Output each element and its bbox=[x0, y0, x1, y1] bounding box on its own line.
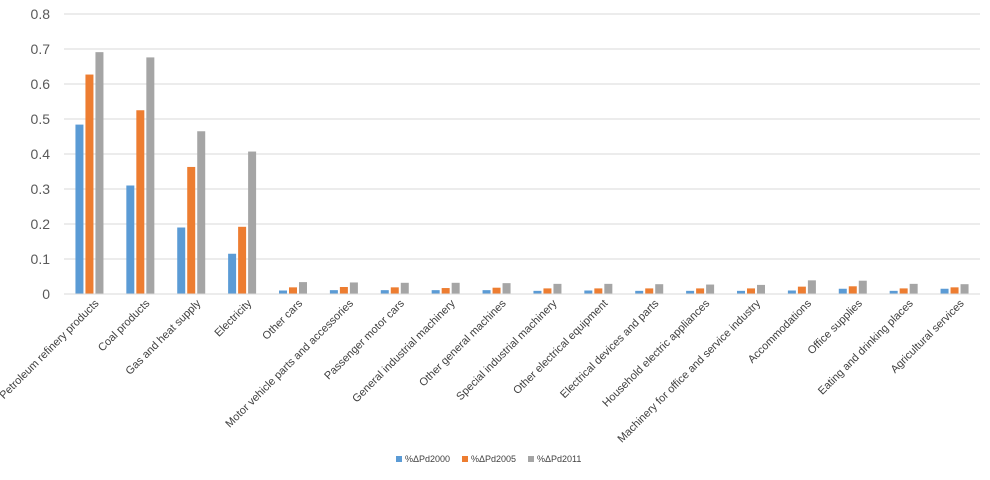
legend: %ΔPd2000 %ΔPd2005 %ΔPd2011 bbox=[396, 454, 581, 464]
bar-1-5 bbox=[279, 290, 287, 294]
bar-1-12 bbox=[635, 290, 644, 294]
bar-1-7 bbox=[380, 290, 389, 294]
x-category-label: Petroleum refinery products bbox=[0, 297, 102, 401]
y-tick-label: 0.3 bbox=[31, 181, 51, 197]
bar-2-4 bbox=[238, 226, 247, 294]
bar-3-7 bbox=[400, 282, 409, 294]
bar-2-15 bbox=[797, 286, 806, 294]
bar-1-13 bbox=[686, 290, 695, 294]
y-tick-label: 0.5 bbox=[31, 111, 51, 127]
bar-2-17 bbox=[899, 288, 908, 294]
y-tick-label: 0.7 bbox=[31, 41, 51, 57]
bar-2-11 bbox=[594, 288, 603, 294]
bar-1-15 bbox=[787, 290, 796, 294]
bars bbox=[75, 52, 969, 295]
bar-1-1 bbox=[75, 124, 84, 294]
bar-3-11 bbox=[604, 283, 613, 294]
bar-2-6 bbox=[339, 287, 348, 294]
legend-swatch bbox=[528, 456, 534, 462]
x-category-label: Special industrial machinery bbox=[454, 297, 560, 403]
legend-label: %ΔPd2000 bbox=[405, 454, 450, 464]
x-category-label: Electrical devices and parts bbox=[558, 297, 662, 401]
bar-3-13 bbox=[706, 284, 715, 294]
x-category-label: Electricity bbox=[212, 297, 254, 339]
bar-1-2 bbox=[126, 185, 135, 294]
bar-3-12 bbox=[655, 284, 664, 294]
y-tick-label: 0.1 bbox=[31, 251, 51, 267]
bar-1-17 bbox=[889, 290, 898, 294]
bar-1-10 bbox=[533, 290, 542, 294]
x-category-label: Coal products bbox=[96, 297, 153, 354]
bar-3-3 bbox=[197, 131, 206, 294]
bar-1-16 bbox=[838, 288, 847, 294]
bar-2-14 bbox=[747, 288, 755, 294]
bar-3-15 bbox=[807, 280, 816, 294]
bar-2-9 bbox=[492, 287, 501, 294]
bar-3-17 bbox=[909, 283, 918, 294]
x-category-label: Other electrical equipment bbox=[511, 298, 610, 397]
y-axis: 0 0.1 0.2 0.3 0.4 0.5 0.6 0.7 0.8 bbox=[31, 6, 51, 302]
bar-3-8 bbox=[451, 282, 460, 294]
y-tick-label: 0.6 bbox=[31, 76, 51, 92]
bar-1-9 bbox=[482, 290, 491, 294]
bar-3-9 bbox=[502, 283, 511, 294]
bar-3-6 bbox=[349, 282, 358, 294]
bar-2-7 bbox=[390, 287, 399, 294]
y-tick-label: 0.2 bbox=[31, 216, 51, 232]
bar-3-18 bbox=[960, 284, 969, 294]
bar-2-3 bbox=[187, 166, 196, 294]
bar-3-16 bbox=[858, 280, 867, 294]
bar-1-6 bbox=[329, 290, 338, 294]
x-category-label: General industrial machinery bbox=[350, 297, 458, 405]
x-category-label: Household electric appliances bbox=[600, 297, 712, 409]
bar-2-1 bbox=[85, 74, 94, 294]
legend-label: %ΔPd2005 bbox=[471, 454, 516, 464]
legend-swatch bbox=[462, 456, 468, 462]
legend-swatch bbox=[396, 456, 402, 462]
x-category-label: Eating and drinking places bbox=[816, 297, 916, 397]
bar-2-18 bbox=[950, 287, 959, 294]
bar-1-11 bbox=[584, 290, 593, 294]
bar-3-5 bbox=[299, 282, 307, 294]
bar-3-2 bbox=[146, 57, 155, 295]
y-tick-label: 0 bbox=[42, 286, 50, 302]
bar-1-4 bbox=[228, 253, 237, 294]
bar-1-8 bbox=[431, 290, 440, 294]
bar-1-18 bbox=[940, 288, 949, 294]
bar-1-14 bbox=[737, 290, 745, 294]
x-category-label: Other general machines bbox=[417, 297, 509, 389]
bar-3-14 bbox=[757, 284, 765, 294]
gridlines bbox=[64, 13, 980, 260]
bar-1-3 bbox=[177, 227, 186, 294]
bar-2-16 bbox=[848, 286, 857, 294]
bar-3-10 bbox=[553, 283, 562, 294]
bar-3-1 bbox=[95, 52, 104, 295]
bar-2-12 bbox=[645, 288, 654, 294]
bar-2-13 bbox=[696, 288, 705, 294]
y-tick-label: 0.4 bbox=[31, 146, 51, 162]
y-tick-label: 0.8 bbox=[31, 6, 51, 22]
bar-2-5 bbox=[289, 287, 297, 294]
bar-3-4 bbox=[248, 151, 257, 294]
bar-2-10 bbox=[543, 288, 552, 294]
legend-label: %ΔPd2011 bbox=[537, 454, 581, 464]
x-category-label: Other cars bbox=[260, 297, 305, 342]
bar-2-2 bbox=[136, 110, 145, 294]
bar-2-8 bbox=[441, 288, 450, 294]
